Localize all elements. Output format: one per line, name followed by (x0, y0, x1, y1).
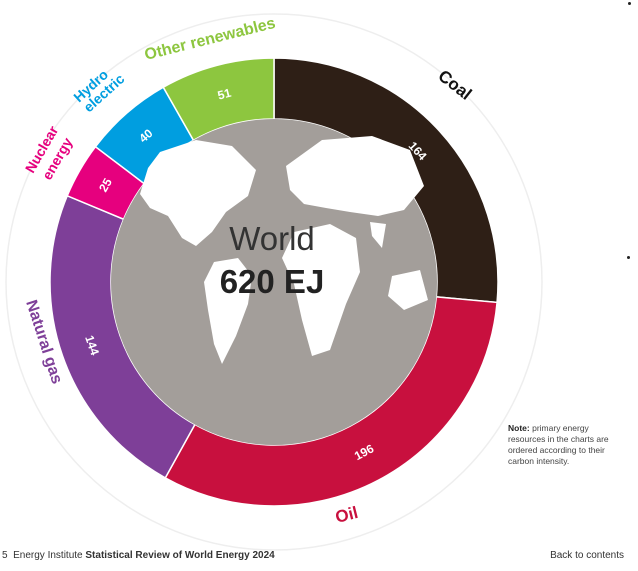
europe-asia-shape (286, 136, 424, 216)
outer-guide-ring (5, 13, 543, 551)
decorative-dot (627, 256, 630, 259)
back-to-contents-link[interactable]: Back to contents (550, 550, 624, 561)
world-map-continents (140, 136, 428, 364)
value-label-natural-gas: 144 (82, 333, 102, 357)
north-america-shape (140, 140, 256, 246)
value-label-other-renewables: 51 (216, 86, 233, 103)
publisher-name: Energy Institute (13, 550, 83, 561)
label-oil: Oil (333, 503, 360, 527)
note-bold: Note: (508, 423, 530, 433)
page-number: 5 (2, 550, 8, 561)
note-text: primary energy resources in the charts a… (508, 423, 609, 466)
donut-segments (49, 57, 499, 507)
value-label-nuclear-energy: 25 (96, 176, 115, 195)
center-total: 620 EJ (220, 263, 325, 300)
donut-segment-other-renewables (162, 57, 275, 142)
africa-shape (282, 224, 360, 356)
center-title: World (229, 220, 315, 257)
south-america-shape (204, 258, 252, 364)
australia-shape (388, 270, 428, 310)
carbon-intensity-note: Note: primary energy resources in the ch… (508, 423, 628, 467)
report-title: Statistical Review of World Energy 2024 (85, 550, 275, 561)
footer-left: 5 Energy Institute Statistical Review of… (2, 550, 275, 561)
india-shape (370, 222, 386, 248)
page-footer: 5 Energy Institute Statistical Review of… (0, 548, 638, 564)
decorative-dot (628, 2, 631, 5)
